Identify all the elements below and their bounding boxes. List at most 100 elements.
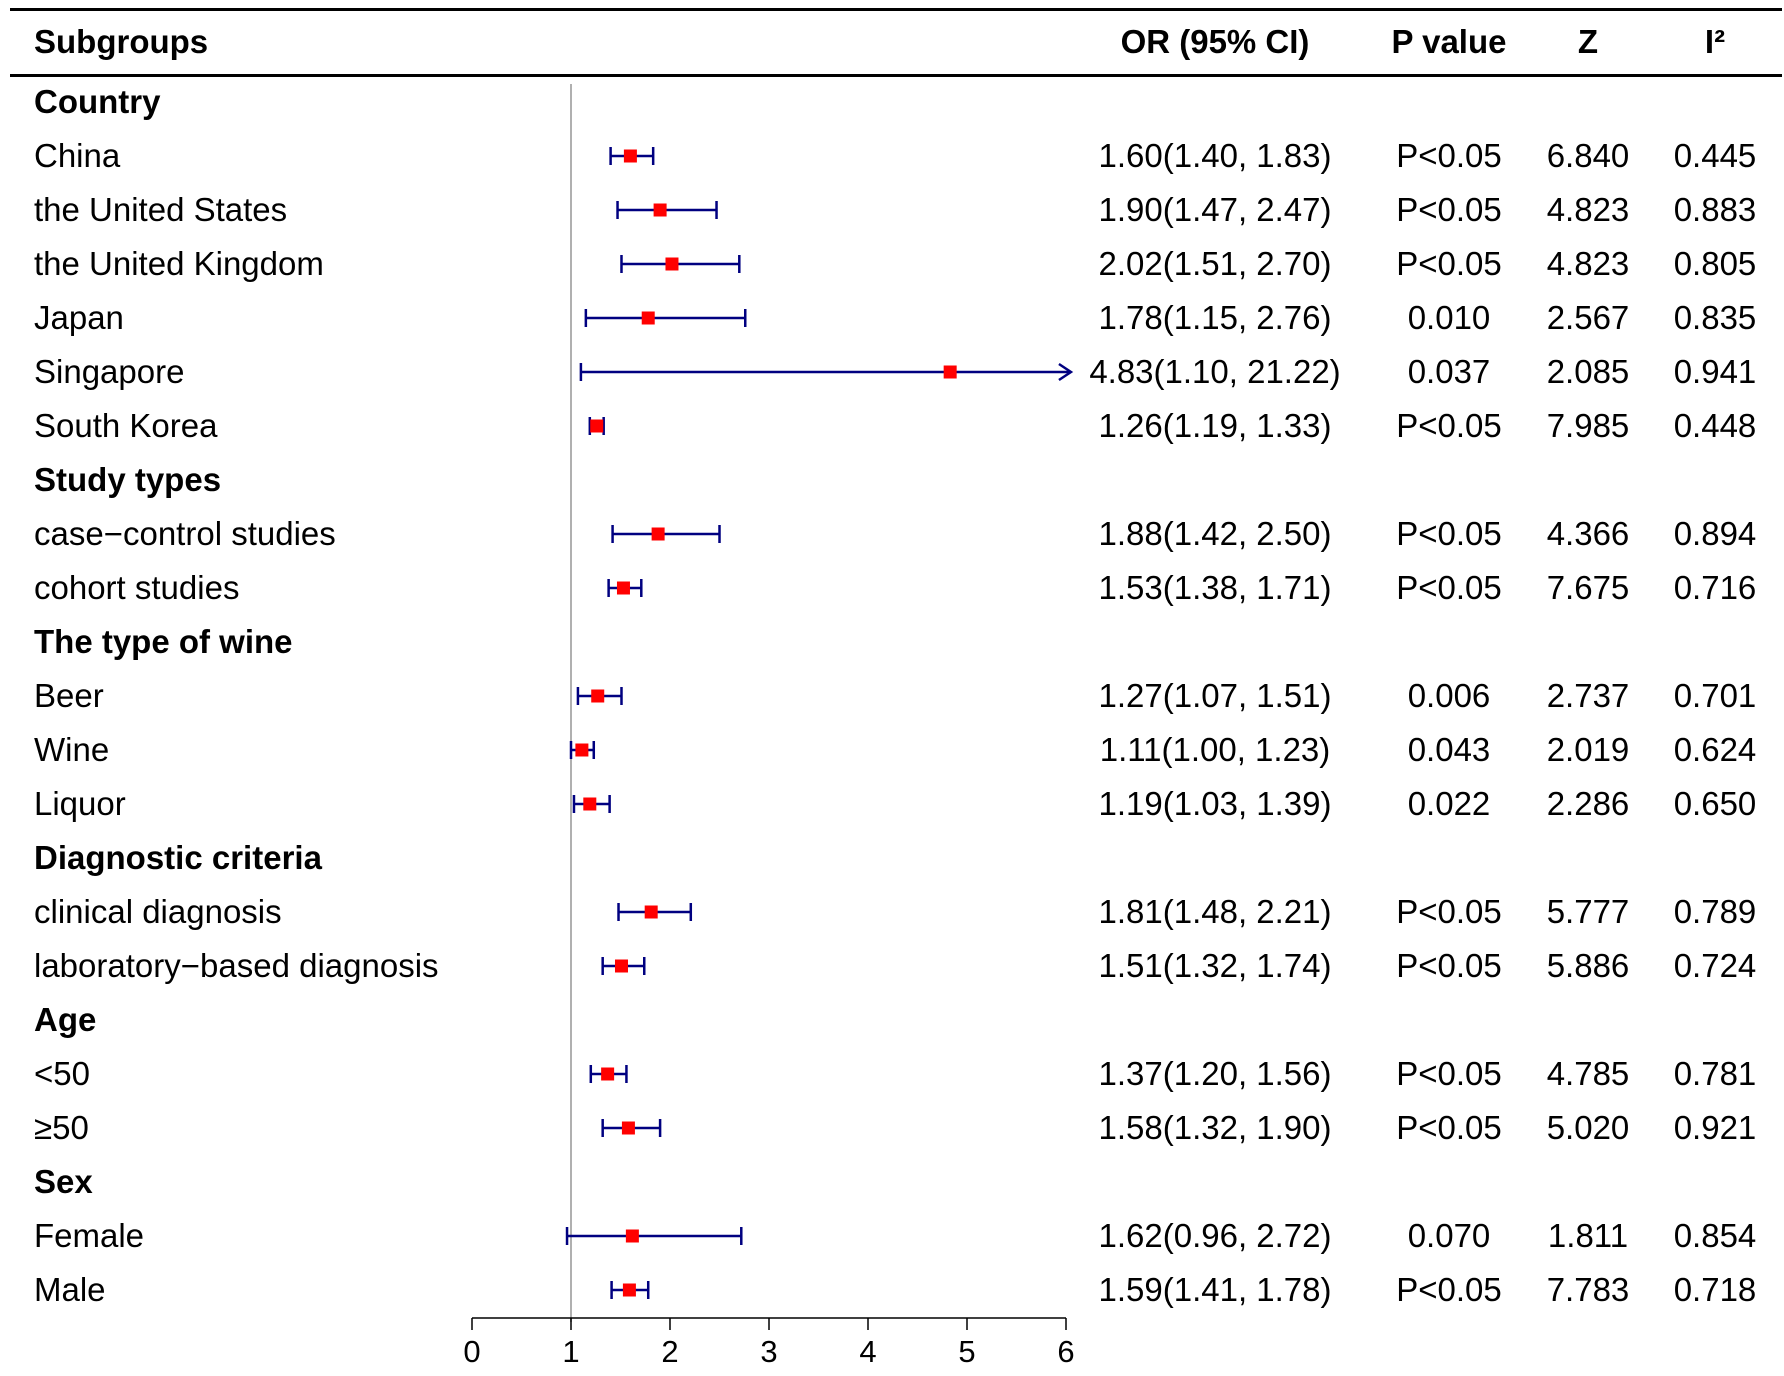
header-i2: I² [1704, 23, 1726, 60]
p-value: P<0.05 [1396, 893, 1502, 930]
z-value: 2.286 [1546, 785, 1630, 822]
x-tick-label: 2 [661, 1334, 678, 1369]
group-label: Sex [34, 1163, 93, 1200]
header-rule [10, 74, 1782, 77]
subgroup-label: laboratory−based diagnosis [34, 947, 439, 984]
subgroup-label: Japan [34, 299, 124, 336]
p-value: P<0.05 [1396, 569, 1502, 606]
subgroup-label: clinical diagnosis [34, 893, 282, 930]
x-tick-label: 6 [1057, 1334, 1074, 1369]
x-tick-label: 4 [859, 1334, 876, 1369]
i2-value: 0.624 [1673, 731, 1757, 768]
i2-value: 0.724 [1673, 947, 1757, 984]
i2-value: 0.854 [1673, 1217, 1757, 1254]
z-value: 2.567 [1546, 299, 1630, 336]
p-value: 0.010 [1407, 299, 1491, 336]
group-header-row: Country [0, 75, 1784, 129]
subgroup-label: Singapore [34, 353, 185, 390]
point-estimate [641, 311, 655, 325]
p-value: 0.043 [1407, 731, 1491, 768]
point-estimate [622, 1283, 636, 1297]
subgroup-label: Male [34, 1271, 106, 1308]
p-value: P<0.05 [1396, 1109, 1502, 1146]
or-ci-value: 2.02(1.51, 2.70) [1098, 245, 1332, 282]
i2-value: 0.716 [1673, 569, 1757, 606]
group-header-row: Age [0, 993, 1784, 1047]
point-estimate [651, 527, 665, 541]
table-row: Male 1.59(1.41, 1.78) P<0.05 7.783 0.718 [0, 1263, 1784, 1317]
i2-value: 0.835 [1673, 299, 1757, 336]
subgroup-label: Liquor [34, 785, 126, 822]
z-value: 1.811 [1547, 1217, 1629, 1254]
p-value: 0.070 [1407, 1217, 1491, 1254]
z-value: 2.085 [1546, 353, 1630, 390]
group-header-row: Sex [0, 1155, 1784, 1209]
p-value: P<0.05 [1396, 191, 1502, 228]
z-value: 4.823 [1546, 191, 1630, 228]
or-ci-value: 1.26(1.19, 1.33) [1098, 407, 1332, 444]
or-ci-value: 4.83(1.10, 21.22) [1089, 353, 1341, 390]
table-row: South Korea 1.26(1.19, 1.33) P<0.05 7.985 0.… [0, 399, 1784, 453]
subgroup-label: Female [34, 1217, 145, 1254]
subgroup-label: China [34, 137, 121, 174]
x-tick-label: 5 [958, 1334, 975, 1369]
p-value: 0.022 [1407, 785, 1491, 822]
p-value: P<0.05 [1396, 515, 1502, 552]
table-row: Female 1.62(0.96, 2.72) 0.070 1.811 0.854 [0, 1209, 1784, 1263]
or-ci-value: 1.53(1.38, 1.71) [1098, 569, 1332, 606]
point-estimate [601, 1067, 615, 1081]
z-value: 4.785 [1546, 1055, 1630, 1092]
z-value: 7.675 [1546, 569, 1630, 606]
p-value: P<0.05 [1396, 947, 1502, 984]
subgroup-label: case−control studies [34, 515, 336, 552]
z-value: 5.777 [1546, 893, 1630, 930]
table-row: China 1.60(1.40, 1.83) P<0.05 6.840 0.445 [0, 129, 1784, 183]
or-ci-value: 1.27(1.07, 1.51) [1098, 677, 1332, 714]
i2-value: 0.781 [1673, 1055, 1757, 1092]
point-estimate [653, 203, 667, 217]
or-ci-value: 1.88(1.42, 2.50) [1098, 515, 1332, 552]
x-tick-label: 3 [760, 1334, 777, 1369]
group-label: The type of wine [34, 623, 293, 660]
subgroup-label: Beer [34, 677, 104, 714]
p-value: P<0.05 [1396, 1271, 1502, 1308]
group-label: Country [34, 83, 161, 120]
or-ci-value: 1.37(1.20, 1.56) [1098, 1055, 1332, 1092]
table-row: the United Kingdom 2.02(1.51, 2.70) P<0.05… [0, 237, 1784, 291]
or-ci-value: 1.19(1.03, 1.39) [1098, 785, 1332, 822]
or-ci-value: 1.11(1.00, 1.23) [1099, 731, 1331, 768]
i2-value: 0.941 [1673, 353, 1757, 390]
table-row: clinical diagnosis 1.81(1.48, 2.21) P<0.05… [0, 885, 1784, 939]
subgroup-label: the United Kingdom [34, 245, 324, 282]
header-z: Z [1577, 23, 1599, 60]
table-row: the United States 1.90(1.47, 2.47) P<0.05 4… [0, 183, 1784, 237]
or-ci-value: 1.90(1.47, 2.47) [1098, 191, 1332, 228]
point-estimate [665, 257, 679, 271]
x-tick-label: 1 [562, 1334, 579, 1369]
table-row: Japan 1.78(1.15, 2.76) 0.010 2.567 0.835 [0, 291, 1784, 345]
point-estimate [621, 1121, 635, 1135]
table-row: cohort studies 1.53(1.38, 1.71) P<0.05 7.67… [0, 561, 1784, 615]
i2-value: 0.789 [1673, 893, 1757, 930]
point-estimate [943, 365, 957, 379]
table-row: Wine 1.11(1.00, 1.23) 0.043 2.019 0.624 [0, 723, 1784, 777]
table-row: Beer 1.27(1.07, 1.51) 0.006 2.737 0.701 [0, 669, 1784, 723]
p-value: P<0.05 [1396, 407, 1502, 444]
subgroup-label: the United States [34, 191, 288, 228]
header-subgroups: Subgroups [34, 23, 209, 60]
i2-value: 0.718 [1673, 1271, 1757, 1308]
z-value: 4.823 [1546, 245, 1630, 282]
table-row: laboratory−based diagnosis 1.51(1.32, 1.7… [0, 939, 1784, 993]
i2-value: 0.894 [1673, 515, 1757, 552]
point-estimate [575, 743, 589, 757]
p-value: P<0.05 [1396, 137, 1502, 174]
header-p-value: P value [1391, 23, 1507, 60]
point-estimate [616, 581, 630, 595]
or-ci-value: 1.58(1.32, 1.90) [1098, 1109, 1332, 1146]
or-ci-value: 1.62(0.96, 2.72) [1098, 1217, 1332, 1254]
table-row: ≥50 1.58(1.32, 1.90) P<0.05 5.020 0.921 [0, 1101, 1784, 1155]
group-label: Study types [34, 461, 222, 498]
i2-value: 0.921 [1673, 1109, 1757, 1146]
subgroup-label: Wine [34, 731, 110, 768]
